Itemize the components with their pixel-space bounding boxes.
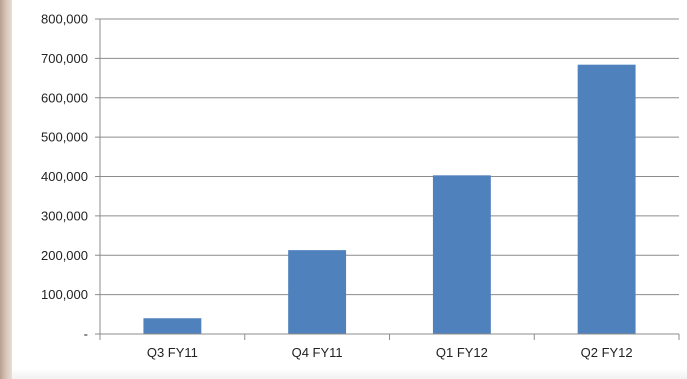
y-tick-label: 600,000 [41,90,88,105]
x-tick-label: Q2 FY12 [581,345,633,360]
y-tick-label: - [84,327,88,342]
y-tick-label: 500,000 [41,130,88,145]
x-tick-label: Q4 FY11 [292,345,343,360]
slide-bottom-edge [12,369,687,379]
x-tick-label: Q3 FY11 [147,345,198,360]
y-tick-label: 800,000 [41,12,88,27]
y-tick-label: 100,000 [41,287,88,302]
y-tick-label: 700,000 [41,51,88,66]
bar-q4-fy11 [288,250,347,334]
bar-q3-fy11 [143,318,202,334]
y-tick-label: 200,000 [41,248,88,263]
y-tick-label: 400,000 [41,169,88,184]
x-tick-label: Q1 FY12 [436,345,488,360]
bars [143,64,636,335]
slide-left-edge [0,0,12,379]
bar-q2-fy12 [577,64,636,335]
axes [95,18,680,340]
bar-q1-fy12 [432,175,491,334]
y-tick-label: 300,000 [41,208,88,223]
tick-labels: - 100,000 200,000 300,000 400,000 500,000 600,… [41,12,633,361]
